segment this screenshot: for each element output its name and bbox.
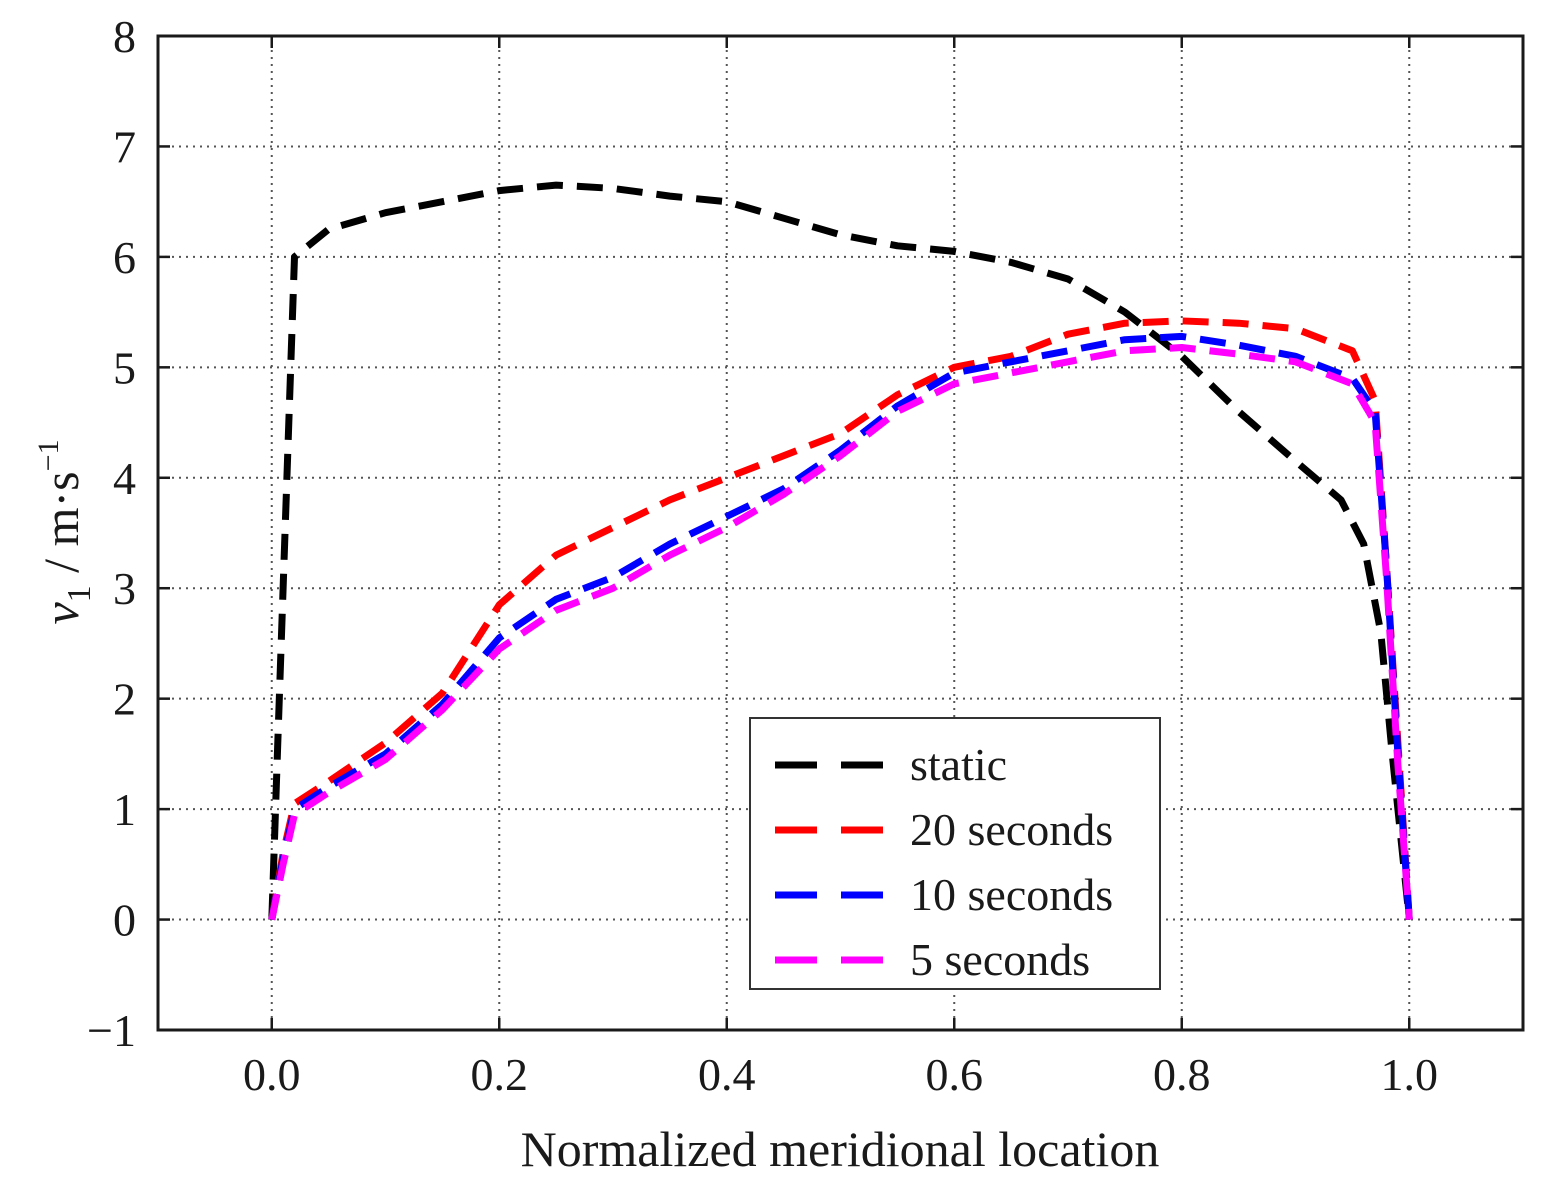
x-tick-label: 0.6: [926, 1049, 984, 1100]
x-axis-title: Normalized meridional location: [521, 1121, 1160, 1177]
legend-entry-static: static: [775, 739, 1007, 790]
y-tick-label: 7: [113, 121, 136, 172]
y-tick-label: 3: [113, 563, 136, 614]
legend-entry-10-seconds: 10 seconds: [775, 869, 1113, 920]
y-tick-label: 8: [113, 11, 136, 62]
y-axis-symbol: v: [33, 602, 89, 625]
legend-label-5-seconds: 5 seconds: [910, 934, 1090, 985]
y-tick-label: 5: [113, 342, 136, 393]
x-tick-label: 0.4: [698, 1049, 756, 1100]
legend-label-20-seconds: 20 seconds: [910, 804, 1113, 855]
x-tick-label: 0.2: [471, 1049, 529, 1100]
series-lines: [268, 181, 1413, 921]
legend-entry-20-seconds: 20 seconds: [775, 804, 1113, 855]
y-tick-label: 1: [113, 784, 136, 835]
series-line-20-seconds: [268, 317, 1413, 921]
y-axis-title: v1 / m·s−1: [32, 439, 98, 624]
y-tick-label: 6: [113, 232, 136, 283]
y-tick-label: 0: [113, 895, 136, 946]
series-line-10-seconds: [268, 332, 1413, 921]
legend: static 20 seconds 10 seconds 5 seconds: [749, 717, 1161, 990]
legend-label-static: static: [910, 739, 1007, 790]
y-axis-units: / m·s: [33, 471, 89, 585]
axis-ticks: 0.0 0.2 0.4 0.6 0.8 1.0 −1 0 1 2 3 4 5 6 7 8: [87, 11, 1523, 1100]
y-tick-label: −1: [87, 1005, 136, 1056]
series-line-static: [268, 181, 1413, 920]
series-line-5-seconds: [268, 344, 1413, 921]
plot-frame: [156, 34, 1525, 1032]
grid-lines: [158, 36, 1523, 1030]
legend-entry-5-seconds: 5 seconds: [775, 934, 1090, 985]
y-tick-label: 4: [113, 453, 136, 504]
y-tick-label: 2: [113, 674, 136, 725]
x-tick-label: 0.0: [243, 1049, 301, 1100]
x-tick-label: 0.8: [1153, 1049, 1211, 1100]
y-axis-units-exponent: −1: [32, 439, 65, 471]
y-axis-subscript: 1: [61, 585, 98, 602]
legend-label-10-seconds: 10 seconds: [910, 869, 1113, 920]
legend-box: [749, 717, 1161, 990]
x-tick-label: 1.0: [1381, 1049, 1439, 1100]
